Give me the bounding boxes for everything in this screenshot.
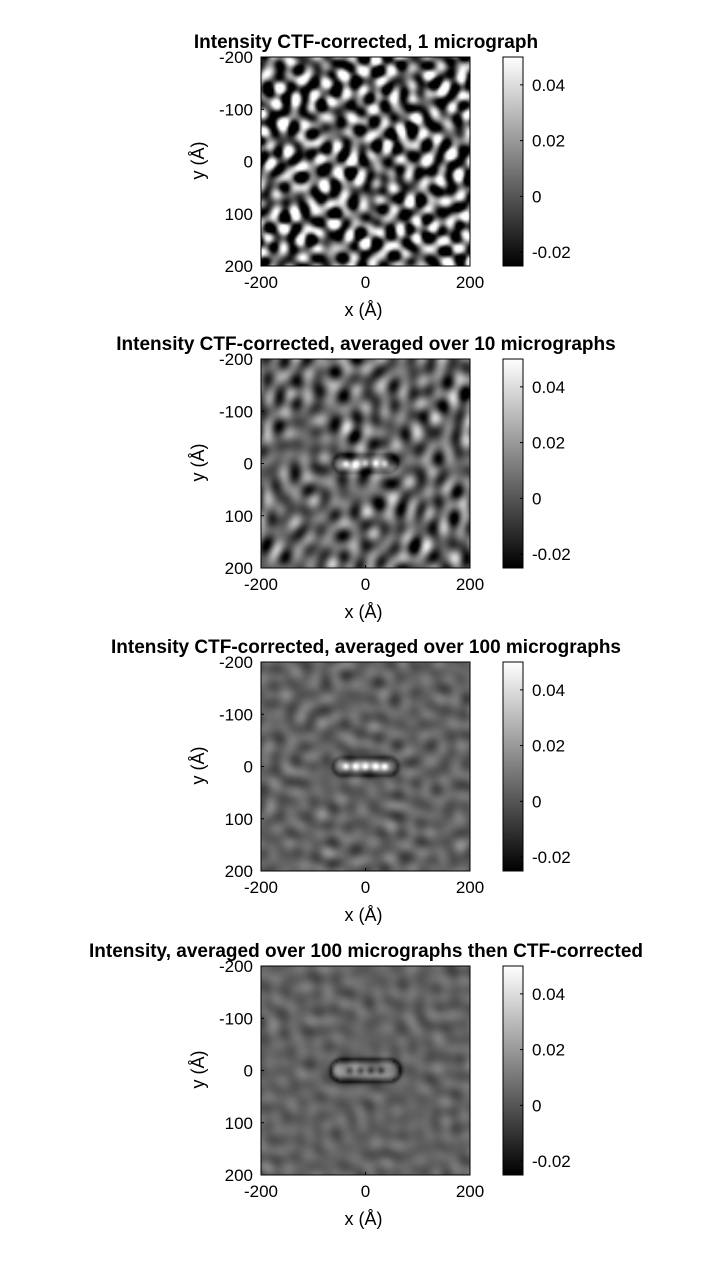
colorbar-tick-label: 0.04 — [532, 681, 565, 700]
panel-2: Intensity CTF-corrected, averaged over 1… — [116, 334, 615, 622]
panel-4: Intensity, averaged over 100 micrographs… — [89, 941, 643, 1229]
x-axis-label: x (Å) — [345, 602, 383, 622]
y-tick-label: 0 — [244, 153, 253, 172]
colorbar-tick-label: 0.04 — [532, 985, 565, 1004]
panel-3: Intensity CTF-corrected, averaged over 1… — [111, 637, 621, 925]
colorbar-tick-label: 0.02 — [532, 132, 565, 151]
y-tick-label: -100 — [219, 705, 253, 724]
y-tick-label: 100 — [225, 205, 253, 224]
panel-title: Intensity CTF-corrected, averaged over 1… — [111, 637, 621, 658]
heatmap-image — [261, 57, 470, 266]
y-tick-label: 100 — [225, 507, 253, 526]
colorbar — [502, 358, 524, 569]
x-tick-label: 0 — [361, 878, 370, 897]
y-tick-label: 0 — [244, 1062, 253, 1081]
heatmap-image — [261, 662, 470, 871]
colorbar-tick-label: 0 — [532, 187, 541, 206]
colorbar-tick-label: 0 — [532, 1096, 541, 1115]
x-tick-label: -200 — [244, 1182, 278, 1201]
y-tick-label: 0 — [244, 455, 253, 474]
colorbar-tick-label: -0.02 — [532, 243, 571, 262]
panel-title: Intensity CTF-corrected, averaged over 1… — [116, 334, 615, 355]
y-tick-label: -100 — [219, 100, 253, 119]
y-tick-label: 200 — [225, 1166, 253, 1185]
colorbar-tick-label: -0.02 — [532, 1152, 571, 1171]
heatmap-image — [261, 359, 470, 568]
y-tick-label: 100 — [225, 1114, 253, 1133]
y-axis-label: y (Å) — [188, 1051, 208, 1089]
x-tick-label: 0 — [361, 1182, 370, 1201]
x-tick-label: -200 — [244, 273, 278, 292]
x-tick-label: 200 — [456, 575, 484, 594]
colorbar-tick-label: 0.04 — [532, 76, 565, 95]
y-tick-label: 200 — [225, 862, 253, 881]
x-tick-label: 0 — [361, 575, 370, 594]
y-tick-label: 100 — [225, 810, 253, 829]
colorbar-tick-label: 0.04 — [532, 378, 565, 397]
colorbar-tick-label: -0.02 — [532, 545, 571, 564]
colorbar-tick-label: 0 — [532, 489, 541, 508]
y-tick-label: -200 — [219, 653, 253, 672]
panel-title: Intensity CTF-corrected, 1 micrograph — [194, 32, 538, 53]
colorbar-tick-label: 0.02 — [532, 1041, 565, 1060]
y-tick-label: 0 — [244, 758, 253, 777]
colorbar-tick-label: -0.02 — [532, 848, 571, 867]
x-tick-label: -200 — [244, 575, 278, 594]
y-tick-label: -200 — [219, 957, 253, 976]
y-tick-label: -100 — [219, 1009, 253, 1028]
y-tick-label: 200 — [225, 257, 253, 276]
colorbar — [502, 965, 524, 1176]
y-tick-label: 200 — [225, 559, 253, 578]
y-axis-label: y (Å) — [188, 142, 208, 180]
colorbar-tick-label: 0.02 — [532, 737, 565, 756]
x-axis-label: x (Å) — [345, 905, 383, 925]
x-tick-label: 200 — [456, 1182, 484, 1201]
y-tick-label: -200 — [219, 350, 253, 369]
heatmap-image — [261, 966, 470, 1175]
x-axis-label: x (Å) — [345, 1209, 383, 1229]
x-tick-label: 200 — [456, 878, 484, 897]
colorbar-tick-label: 0.02 — [532, 434, 565, 453]
panel-title: Intensity, averaged over 100 micrographs… — [89, 941, 643, 962]
colorbar-tick-label: 0 — [532, 792, 541, 811]
x-tick-label: 0 — [361, 273, 370, 292]
x-tick-label: -200 — [244, 878, 278, 897]
x-tick-label: 200 — [456, 273, 484, 292]
y-axis-label: y (Å) — [188, 444, 208, 482]
y-tick-label: -100 — [219, 402, 253, 421]
y-axis-label: y (Å) — [188, 747, 208, 785]
colorbar — [502, 56, 524, 267]
colorbar — [502, 661, 524, 872]
panel-1: Intensity CTF-corrected, 1 micrograph-20… — [188, 32, 571, 320]
y-tick-label: -200 — [219, 48, 253, 67]
x-axis-label: x (Å) — [345, 300, 383, 320]
